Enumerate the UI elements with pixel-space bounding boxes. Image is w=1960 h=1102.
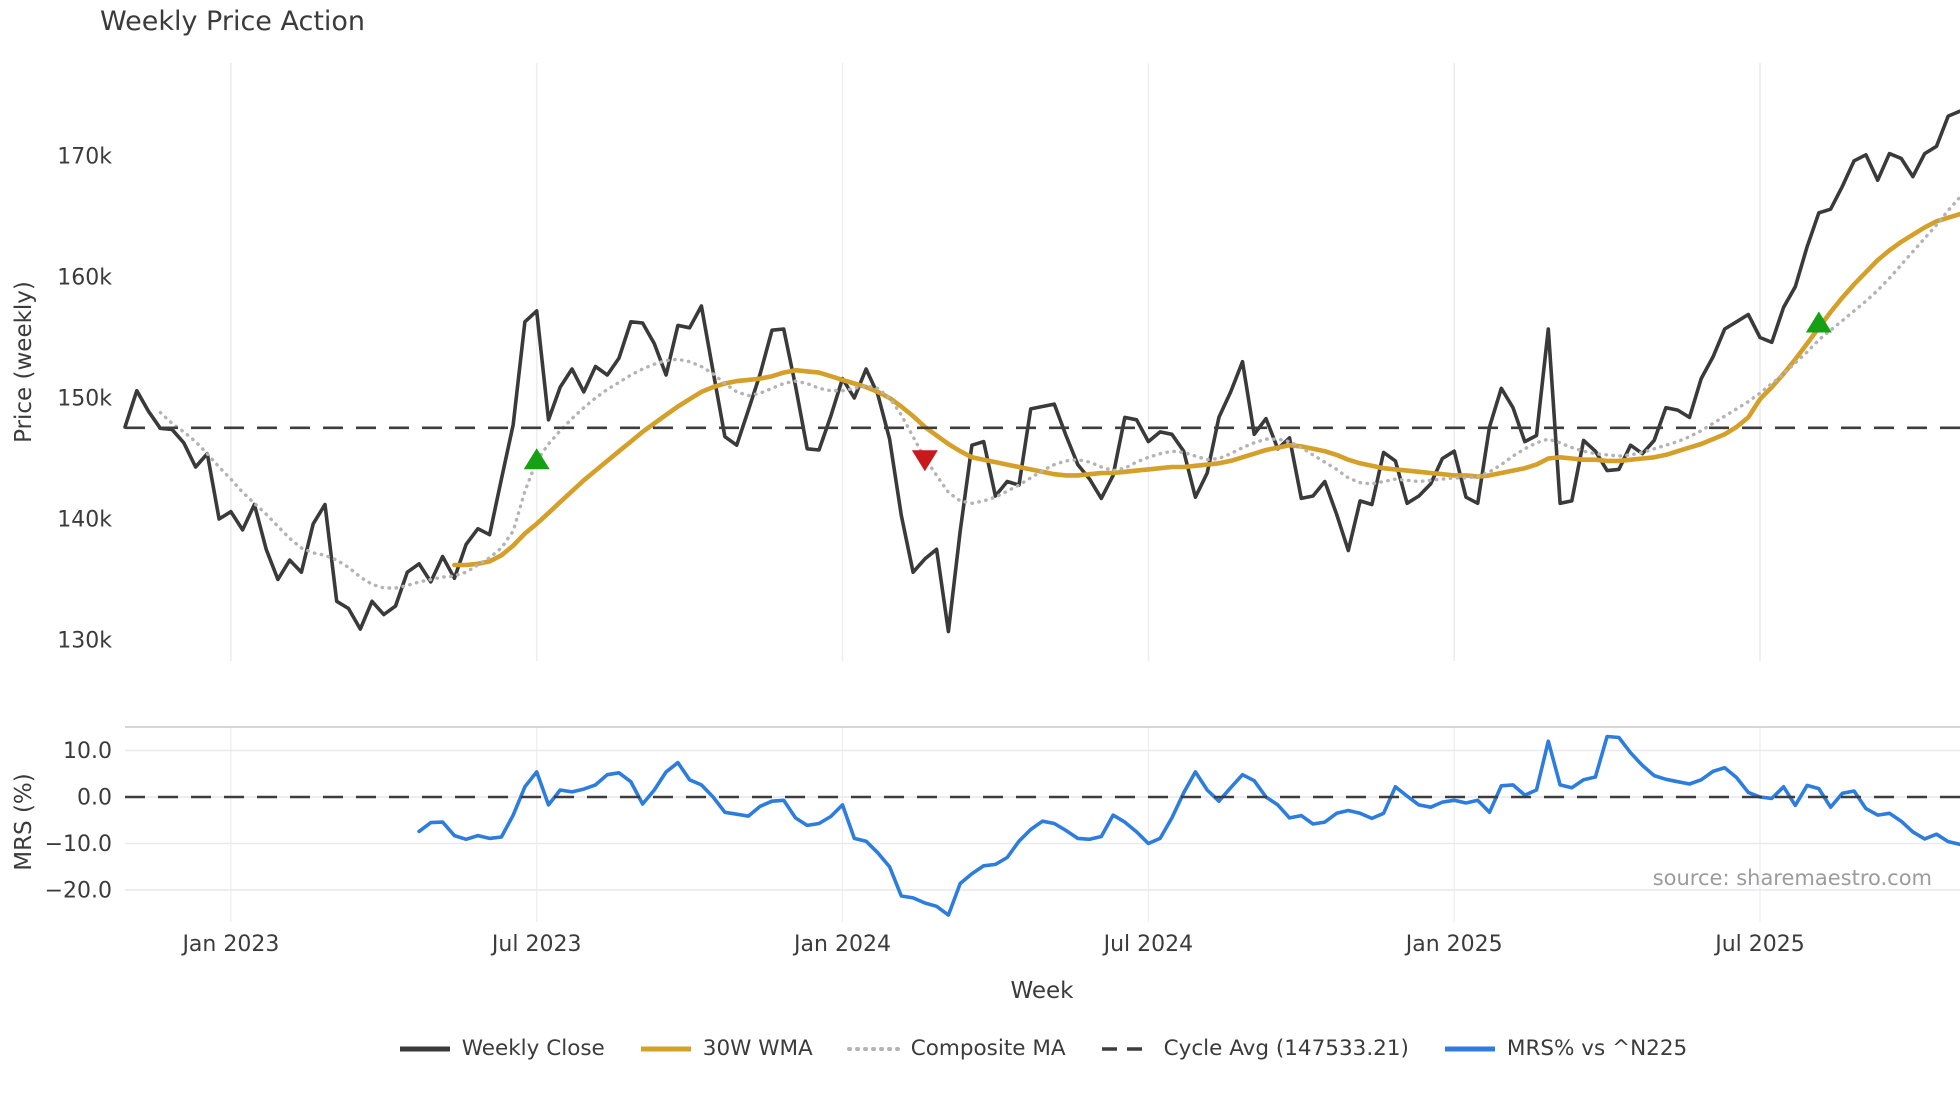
legend-swatch	[399, 1046, 450, 1051]
price-axis-label: Price (weekly)	[11, 281, 37, 443]
page-title: Weekly Price Action	[100, 6, 366, 37]
buy-signal-marker	[523, 448, 550, 470]
series-MRS% vs ^N225	[417, 734, 1960, 917]
series-Weekly Close	[123, 109, 1960, 634]
legend-swatch	[640, 1046, 691, 1051]
legend-label: Cycle Avg (147533.21)	[1163, 1036, 1409, 1061]
price-tick-label: 150k	[57, 387, 112, 412]
sell-signal-marker	[911, 450, 938, 472]
price-tick-label: 130k	[57, 629, 112, 654]
x-tick-label: Jul 2025	[1713, 932, 1805, 957]
mrs-tick-label: −10.0	[45, 832, 112, 857]
series-Composite MA	[158, 195, 1960, 590]
price-tick-label: 170k	[57, 145, 112, 170]
mrs-axis-label: MRS (%)	[11, 773, 37, 871]
mrs-tick-label: 10.0	[63, 739, 112, 764]
legend: Weekly Close 30W WMA Composite MA Cycle Avg…	[125, 1036, 1960, 1061]
x-tick-label: Jul 2023	[490, 932, 582, 957]
legend-label: Composite MA	[910, 1036, 1066, 1061]
legend-swatch	[1101, 1046, 1152, 1051]
legend-item: Composite MA	[846, 1036, 1066, 1061]
legend-label: Weekly Close	[461, 1036, 605, 1061]
buy-signal-marker	[1805, 311, 1832, 333]
legend-label: MRS% vs ^N225	[1506, 1036, 1688, 1061]
mrs-tick-label: −20.0	[45, 879, 112, 904]
legend-swatch	[846, 1046, 901, 1051]
x-tick-label: Jan 2025	[1404, 932, 1503, 957]
x-tick-label: Jan 2023	[180, 932, 279, 957]
x-axis-label: Week	[1010, 978, 1074, 1004]
legend-item: MRS% vs ^N225	[1443, 1036, 1687, 1061]
series-30W WMA	[452, 211, 1960, 568]
mrs-tick-label: 0.0	[77, 786, 112, 811]
price-tick-label: 160k	[57, 266, 112, 291]
legend-swatch	[1444, 1046, 1495, 1051]
price-tick-label: 140k	[57, 508, 112, 533]
legend-item: Weekly Close	[398, 1036, 605, 1061]
legend-item: 30W WMA	[639, 1036, 813, 1061]
x-tick-label: Jan 2024	[792, 932, 891, 957]
legend-item: Cycle Avg (147533.21)	[1100, 1036, 1409, 1061]
legend-label: 30W WMA	[702, 1036, 813, 1061]
source-note: source: sharemaestro.com	[1652, 866, 1932, 890]
x-tick-label: Jul 2024	[1102, 932, 1194, 957]
